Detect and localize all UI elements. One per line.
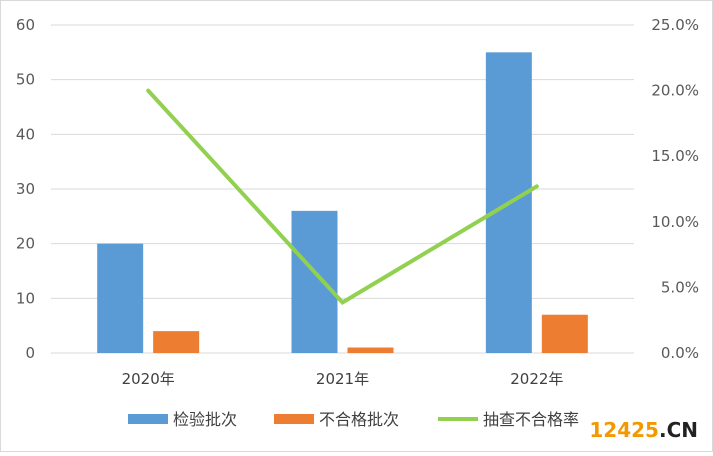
watermark: 12425.CN [589, 418, 698, 442]
bar [97, 243, 144, 353]
legend-swatch [128, 414, 168, 424]
watermark-suffix: .CN [659, 418, 698, 442]
bar [347, 347, 394, 353]
watermark-digits: 12425 [589, 418, 659, 442]
legend-label: 检验批次 [173, 410, 237, 429]
x-axis-categories: 2020年 2021年 2022年 [122, 370, 564, 388]
left-tick-label: 30 [16, 180, 35, 198]
gridlines [51, 24, 634, 354]
left-tick-label: 0 [25, 344, 35, 362]
x-tick-label: 2020年 [122, 370, 175, 388]
right-tick-label: 15.0% [651, 147, 699, 165]
right-axis-ticks: 0.0% 5.0% 10.0% 15.0% 20.0% 25.0% [651, 16, 699, 362]
bar [153, 331, 200, 353]
right-tick-label: 20.0% [651, 82, 699, 100]
right-tick-label: 5.0% [661, 278, 699, 296]
legend-swatch [274, 414, 314, 424]
legend-label: 抽查不合格率 [483, 410, 579, 429]
left-tick-label: 20 [16, 235, 35, 253]
left-axis-ticks: 0 10 20 30 40 50 60 [16, 16, 35, 362]
bar [291, 210, 338, 353]
line-series [146, 88, 539, 306]
legend: 检验批次 不合格批次 抽查不合格率 [128, 410, 579, 429]
left-tick-label: 60 [16, 16, 35, 34]
x-tick-label: 2021年 [316, 370, 369, 388]
right-tick-label: 25.0% [651, 16, 699, 34]
bar-series [97, 52, 588, 353]
right-tick-label: 0.0% [661, 344, 699, 362]
bar [541, 314, 588, 353]
right-tick-label: 10.0% [651, 213, 699, 231]
left-tick-label: 10 [16, 289, 35, 307]
line-series-path [146, 88, 539, 306]
x-tick-label: 2022年 [510, 370, 563, 388]
left-tick-label: 40 [16, 125, 35, 143]
legend-label: 不合格批次 [319, 410, 399, 429]
left-tick-label: 50 [16, 71, 35, 89]
